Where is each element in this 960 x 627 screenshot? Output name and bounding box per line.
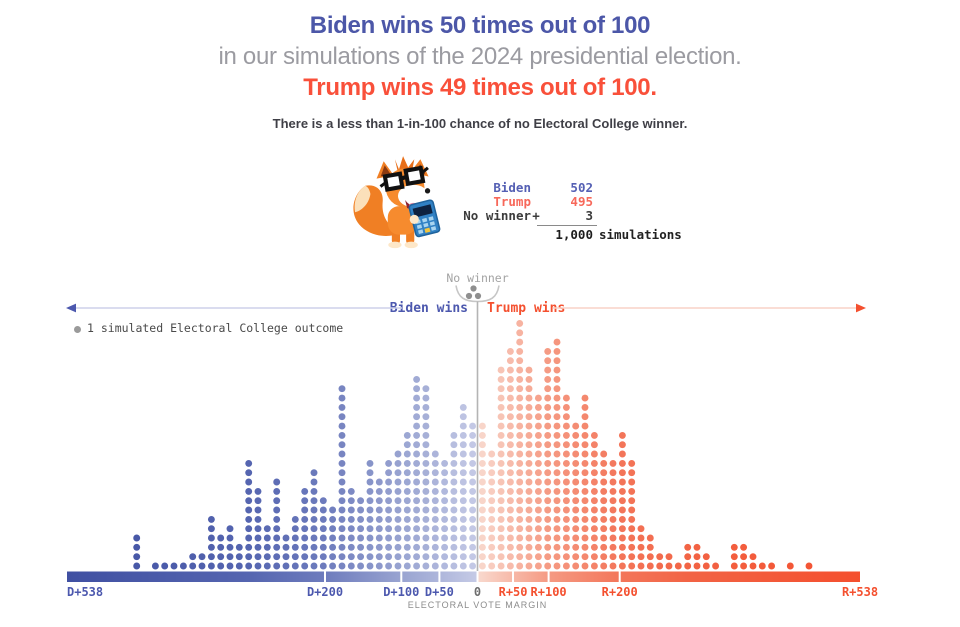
fivey-fox-mascot <box>353 156 441 249</box>
axis-tick-D+538: D+538 <box>67 585 104 599</box>
tally-row-trump: Trump 495 <box>441 195 682 209</box>
calculator <box>408 199 441 238</box>
axis-tick-R+538: R+538 <box>841 585 879 599</box>
trump-wins-label: Trump wins <box>487 301 566 316</box>
tally-plus: + <box>532 208 540 223</box>
fox-glasses <box>379 165 429 192</box>
fox-foot <box>404 241 418 249</box>
fox-nose <box>424 188 431 194</box>
tally-row-total: 1,000 simulations <box>441 227 682 242</box>
tally-plus <box>531 181 541 195</box>
tally-value: 495 <box>570 194 593 209</box>
no-winner-dots <box>465 285 482 300</box>
fox-hand <box>409 214 419 224</box>
headline-trump: Trump wins 49 times out of 100. <box>303 74 657 101</box>
tally-row-no-winner: No winner +3 <box>441 209 682 223</box>
calculator-yellow-key <box>424 227 431 233</box>
tally-label: Trump <box>493 194 531 209</box>
headline-subtitle: There is a less than 1-in-100 chance of … <box>272 116 688 131</box>
margin-color-bar <box>67 571 860 582</box>
dot-histogram-chart <box>66 285 866 583</box>
tally-value: 502 <box>570 180 593 195</box>
tally-total-label: simulations <box>599 227 682 242</box>
headline-simulations: in our simulations of the 2024 president… <box>218 43 742 70</box>
axis-tick-D+50: D+50 <box>424 585 454 599</box>
fox-tail-tip <box>354 185 371 213</box>
fox-ear-inner <box>380 165 391 177</box>
simulation-tally: Biden 502 Trump 495 No winner +3 1,000 simul… <box>441 181 682 242</box>
tally-plus <box>531 228 541 242</box>
simulation-dots <box>133 319 813 570</box>
axis-tick-R+100: R+100 <box>530 585 567 599</box>
fox-foot <box>388 241 402 249</box>
legend-text: 1 simulated Electoral College outcome <box>87 321 344 335</box>
tally-label: No winner <box>463 208 531 223</box>
tally-sum-rule <box>537 225 597 226</box>
axis-tick-D+200: D+200 <box>306 585 344 599</box>
headline: Biden wins 50 times out of 100 in our si… <box>0 10 960 131</box>
left-arrow-icon <box>66 303 76 313</box>
axis-tick-R+200: R+200 <box>601 585 638 599</box>
tally-label: Biden <box>493 180 531 195</box>
dot-legend: 1 simulated Electoral College outcome <box>74 321 343 335</box>
axis-tick-R+50: R+50 <box>498 585 528 599</box>
axis-tick-0: 0 <box>473 585 482 599</box>
tally-plus <box>531 195 541 209</box>
tally-total-value: 1,000 <box>555 227 593 242</box>
no-winner-label: No winner <box>446 271 509 285</box>
color-bar-tick-gaps <box>324 571 621 583</box>
x-axis-title: ELECTORAL VOTE MARGIN <box>407 600 548 610</box>
x-axis-tick-labels: D+538 D+200 D+100 D+50 0 R+50 R+100 R+200 R+538 <box>0 585 960 599</box>
legend-dot-icon <box>74 325 81 333</box>
biden-wins-label: Biden wins <box>389 301 468 316</box>
tally-value: 3 <box>585 208 593 223</box>
axis-tick-D+100: D+100 <box>383 585 420 599</box>
tally-row-biden: Biden 502 <box>441 181 682 195</box>
tally-label <box>441 228 531 242</box>
headline-biden: Biden wins 50 times out of 100 <box>309 12 651 39</box>
right-arrow-icon <box>856 303 866 313</box>
